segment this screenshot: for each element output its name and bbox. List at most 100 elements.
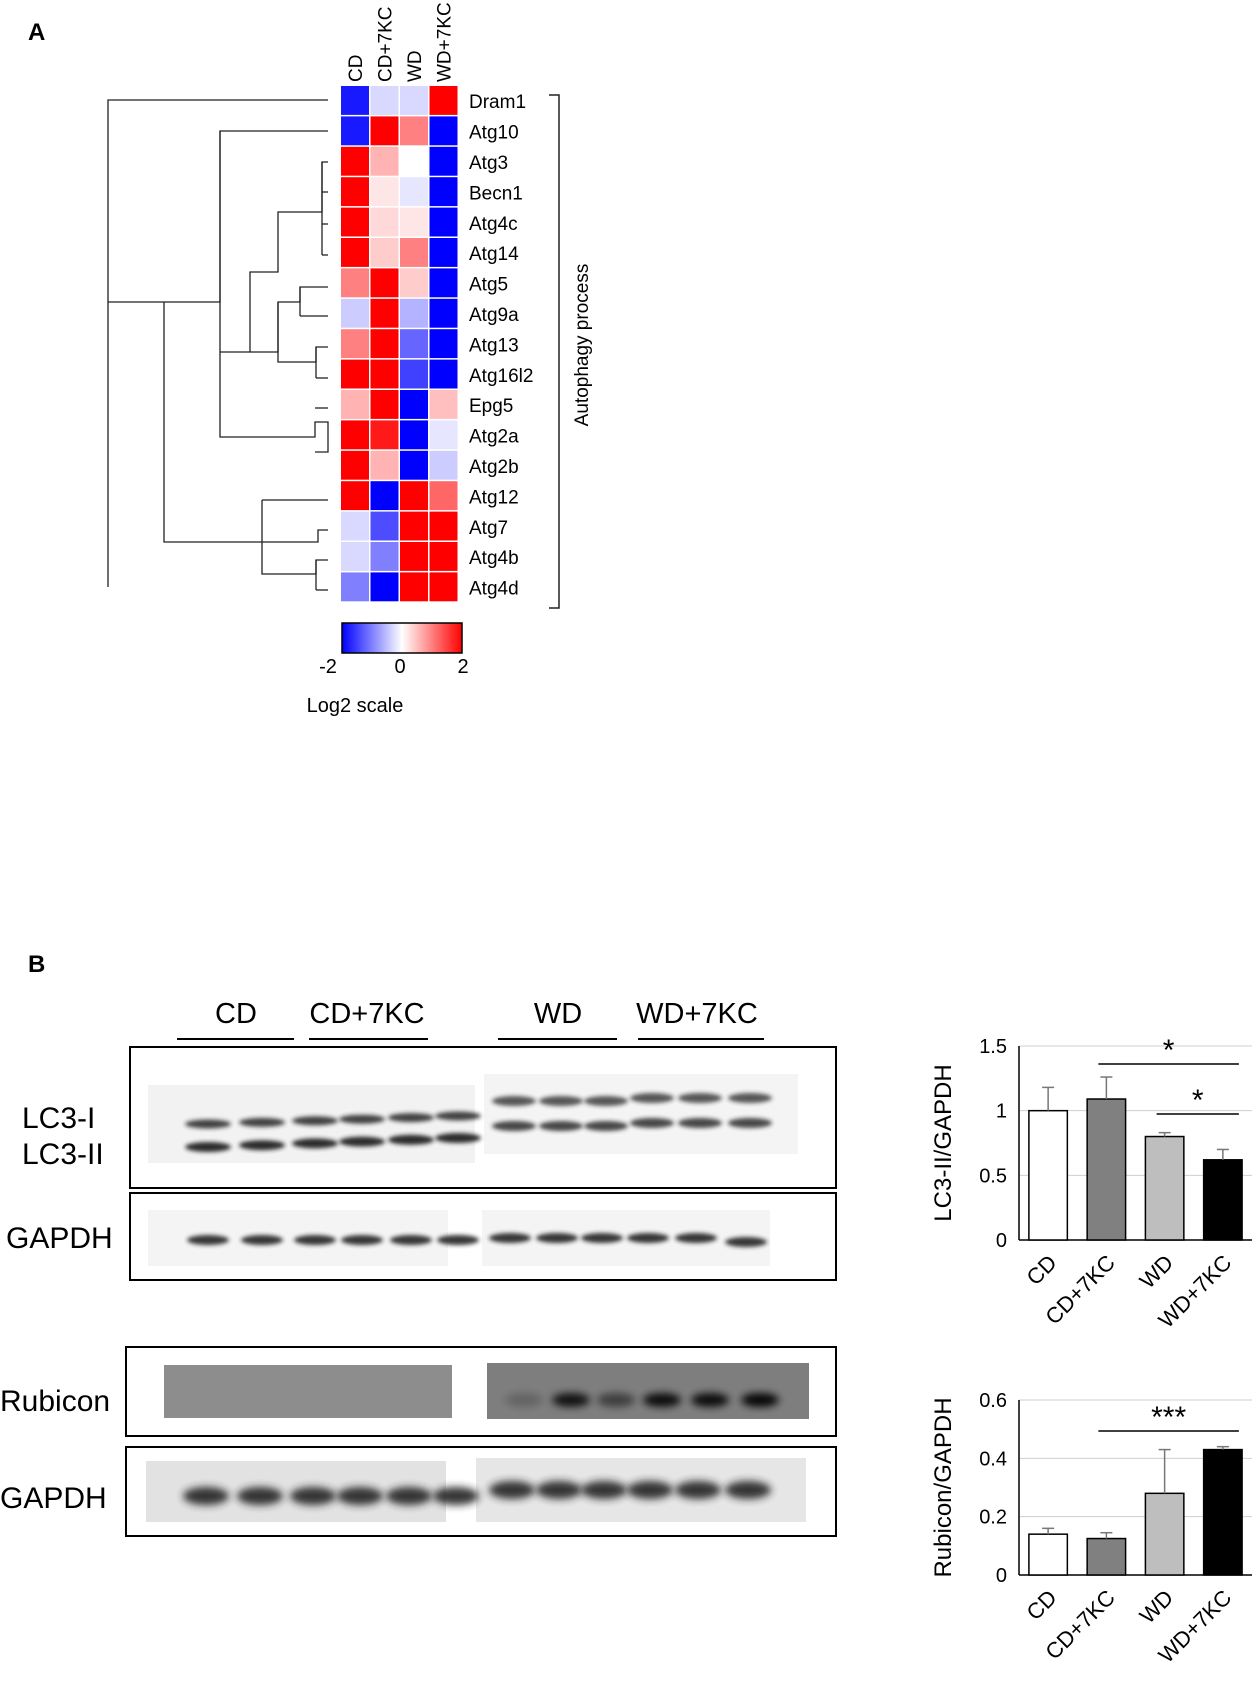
y-axis-label: Rubicon/GAPDH	[930, 1397, 957, 1577]
heatmap-column-label: WD+7KC	[434, 2, 455, 82]
heatmap-cell	[429, 298, 458, 328]
blot-band	[183, 1487, 229, 1505]
gapdh-label-2: GAPDH	[0, 1482, 107, 1515]
rubicon-bands	[505, 1393, 779, 1407]
autophagy-process-label: Autophagy process	[572, 264, 593, 427]
blot-band	[678, 1093, 722, 1103]
bar	[1028, 1109, 1069, 1241]
x-tick-label: WD	[1135, 1250, 1179, 1294]
heatmap-cell	[370, 146, 399, 176]
heatmap-cell	[429, 116, 458, 146]
blot-band	[187, 1235, 229, 1245]
rubicon-membrane-right	[487, 1363, 809, 1419]
heatmap-cell	[429, 177, 458, 207]
blot-group-label-wd7kc: WD+7KC	[636, 998, 758, 1030]
heatmap-cell	[429, 390, 458, 419]
heatmap-cell	[400, 572, 428, 602]
heatmap-cell	[370, 481, 399, 511]
heatmap-cell	[400, 420, 428, 450]
y-tick-label: 0	[996, 1230, 1007, 1252]
row-dendrogram	[107, 99, 329, 591]
gene-label: Atg13	[469, 335, 519, 356]
bar	[1144, 1492, 1185, 1576]
heatmap-cell	[341, 390, 369, 419]
heatmap-cell	[370, 542, 399, 571]
blot-band	[185, 1119, 231, 1129]
y-tick-label: 0.6	[979, 1390, 1007, 1412]
heatmap	[341, 86, 458, 602]
lc3-ii-label: LC3-II	[22, 1138, 104, 1171]
blot-band	[241, 1235, 283, 1245]
heatmap-cell	[341, 329, 369, 359]
gapdh-bands-2	[183, 1481, 771, 1505]
blot-band	[492, 1096, 536, 1106]
blot-band	[292, 1138, 338, 1149]
blot-band	[339, 1136, 385, 1147]
blot-band	[433, 1487, 479, 1505]
blot-band	[539, 1096, 583, 1106]
y-tick-label: 0.5	[979, 1165, 1007, 1187]
heatmap-cell	[429, 542, 458, 571]
blot-band	[185, 1142, 231, 1152]
heatmap-cell	[429, 572, 458, 602]
gene-label: Atg14	[469, 244, 519, 265]
bar	[1086, 1098, 1127, 1241]
gapdh-bands-1	[187, 1233, 767, 1247]
heatmap-cell	[370, 390, 399, 419]
blot-band	[239, 1140, 285, 1151]
blot-band	[390, 1235, 432, 1245]
heatmap-cell	[400, 450, 428, 480]
blot-band	[728, 1093, 772, 1103]
significance-label: ***	[1151, 1401, 1186, 1434]
gene-label: Atg9a	[469, 305, 519, 326]
heatmap-cell	[400, 329, 428, 359]
blot-band	[341, 1235, 383, 1245]
gapdh-label-1: GAPDH	[6, 1222, 113, 1255]
blot-band	[675, 1233, 717, 1243]
heatmap-cell	[400, 390, 428, 419]
heatmap-cell	[429, 86, 458, 115]
gene-label: Atg2a	[469, 427, 519, 448]
heatmap-cell	[370, 572, 399, 602]
gene-label: Atg2b	[469, 457, 519, 478]
heatmap-cell	[429, 359, 458, 389]
y-tick-label: 0.4	[979, 1448, 1007, 1470]
blot-band	[388, 1134, 434, 1145]
blot-band	[552, 1393, 590, 1407]
blot-band	[581, 1233, 623, 1243]
heatmap-cell	[400, 268, 428, 298]
heatmap-cell	[341, 511, 369, 541]
panel-label-b: B	[28, 951, 45, 978]
heatmap-cell	[370, 511, 399, 541]
heatmap-cell	[341, 268, 369, 298]
heatmap-cell	[429, 420, 458, 450]
blot-band	[539, 1121, 583, 1131]
bar	[1202, 1159, 1243, 1241]
heatmap-cell	[400, 298, 428, 328]
blot-band	[339, 1114, 385, 1124]
heatmap-cell	[341, 572, 369, 602]
heatmap-cell	[341, 207, 369, 237]
significance-label: *	[1163, 1034, 1175, 1067]
heatmap-cell	[429, 207, 458, 237]
blot-band	[630, 1093, 674, 1103]
heatmap-cell	[341, 420, 369, 450]
blot-band	[239, 1117, 285, 1127]
colorbar-max-label: 2	[457, 656, 468, 678]
blot-band	[725, 1237, 767, 1247]
blot-band	[584, 1096, 628, 1106]
colorbar-title: Log2 scale	[307, 695, 404, 717]
blot-band	[691, 1393, 729, 1407]
y-tick-label: 0	[996, 1565, 1007, 1587]
blot-band	[337, 1487, 383, 1505]
heatmap-cell	[341, 542, 369, 571]
heatmap-cell	[400, 146, 428, 176]
colorbar-mid-label: 0	[394, 656, 405, 678]
rubicon-label: Rubicon	[0, 1385, 110, 1418]
heatmap-cell	[370, 116, 399, 146]
panel-label-a: A	[28, 19, 45, 46]
heatmap-column-label: CD+7KC	[375, 7, 396, 83]
blot-band	[741, 1393, 779, 1407]
blot-band	[728, 1118, 772, 1128]
heatmap-cell	[341, 298, 369, 328]
